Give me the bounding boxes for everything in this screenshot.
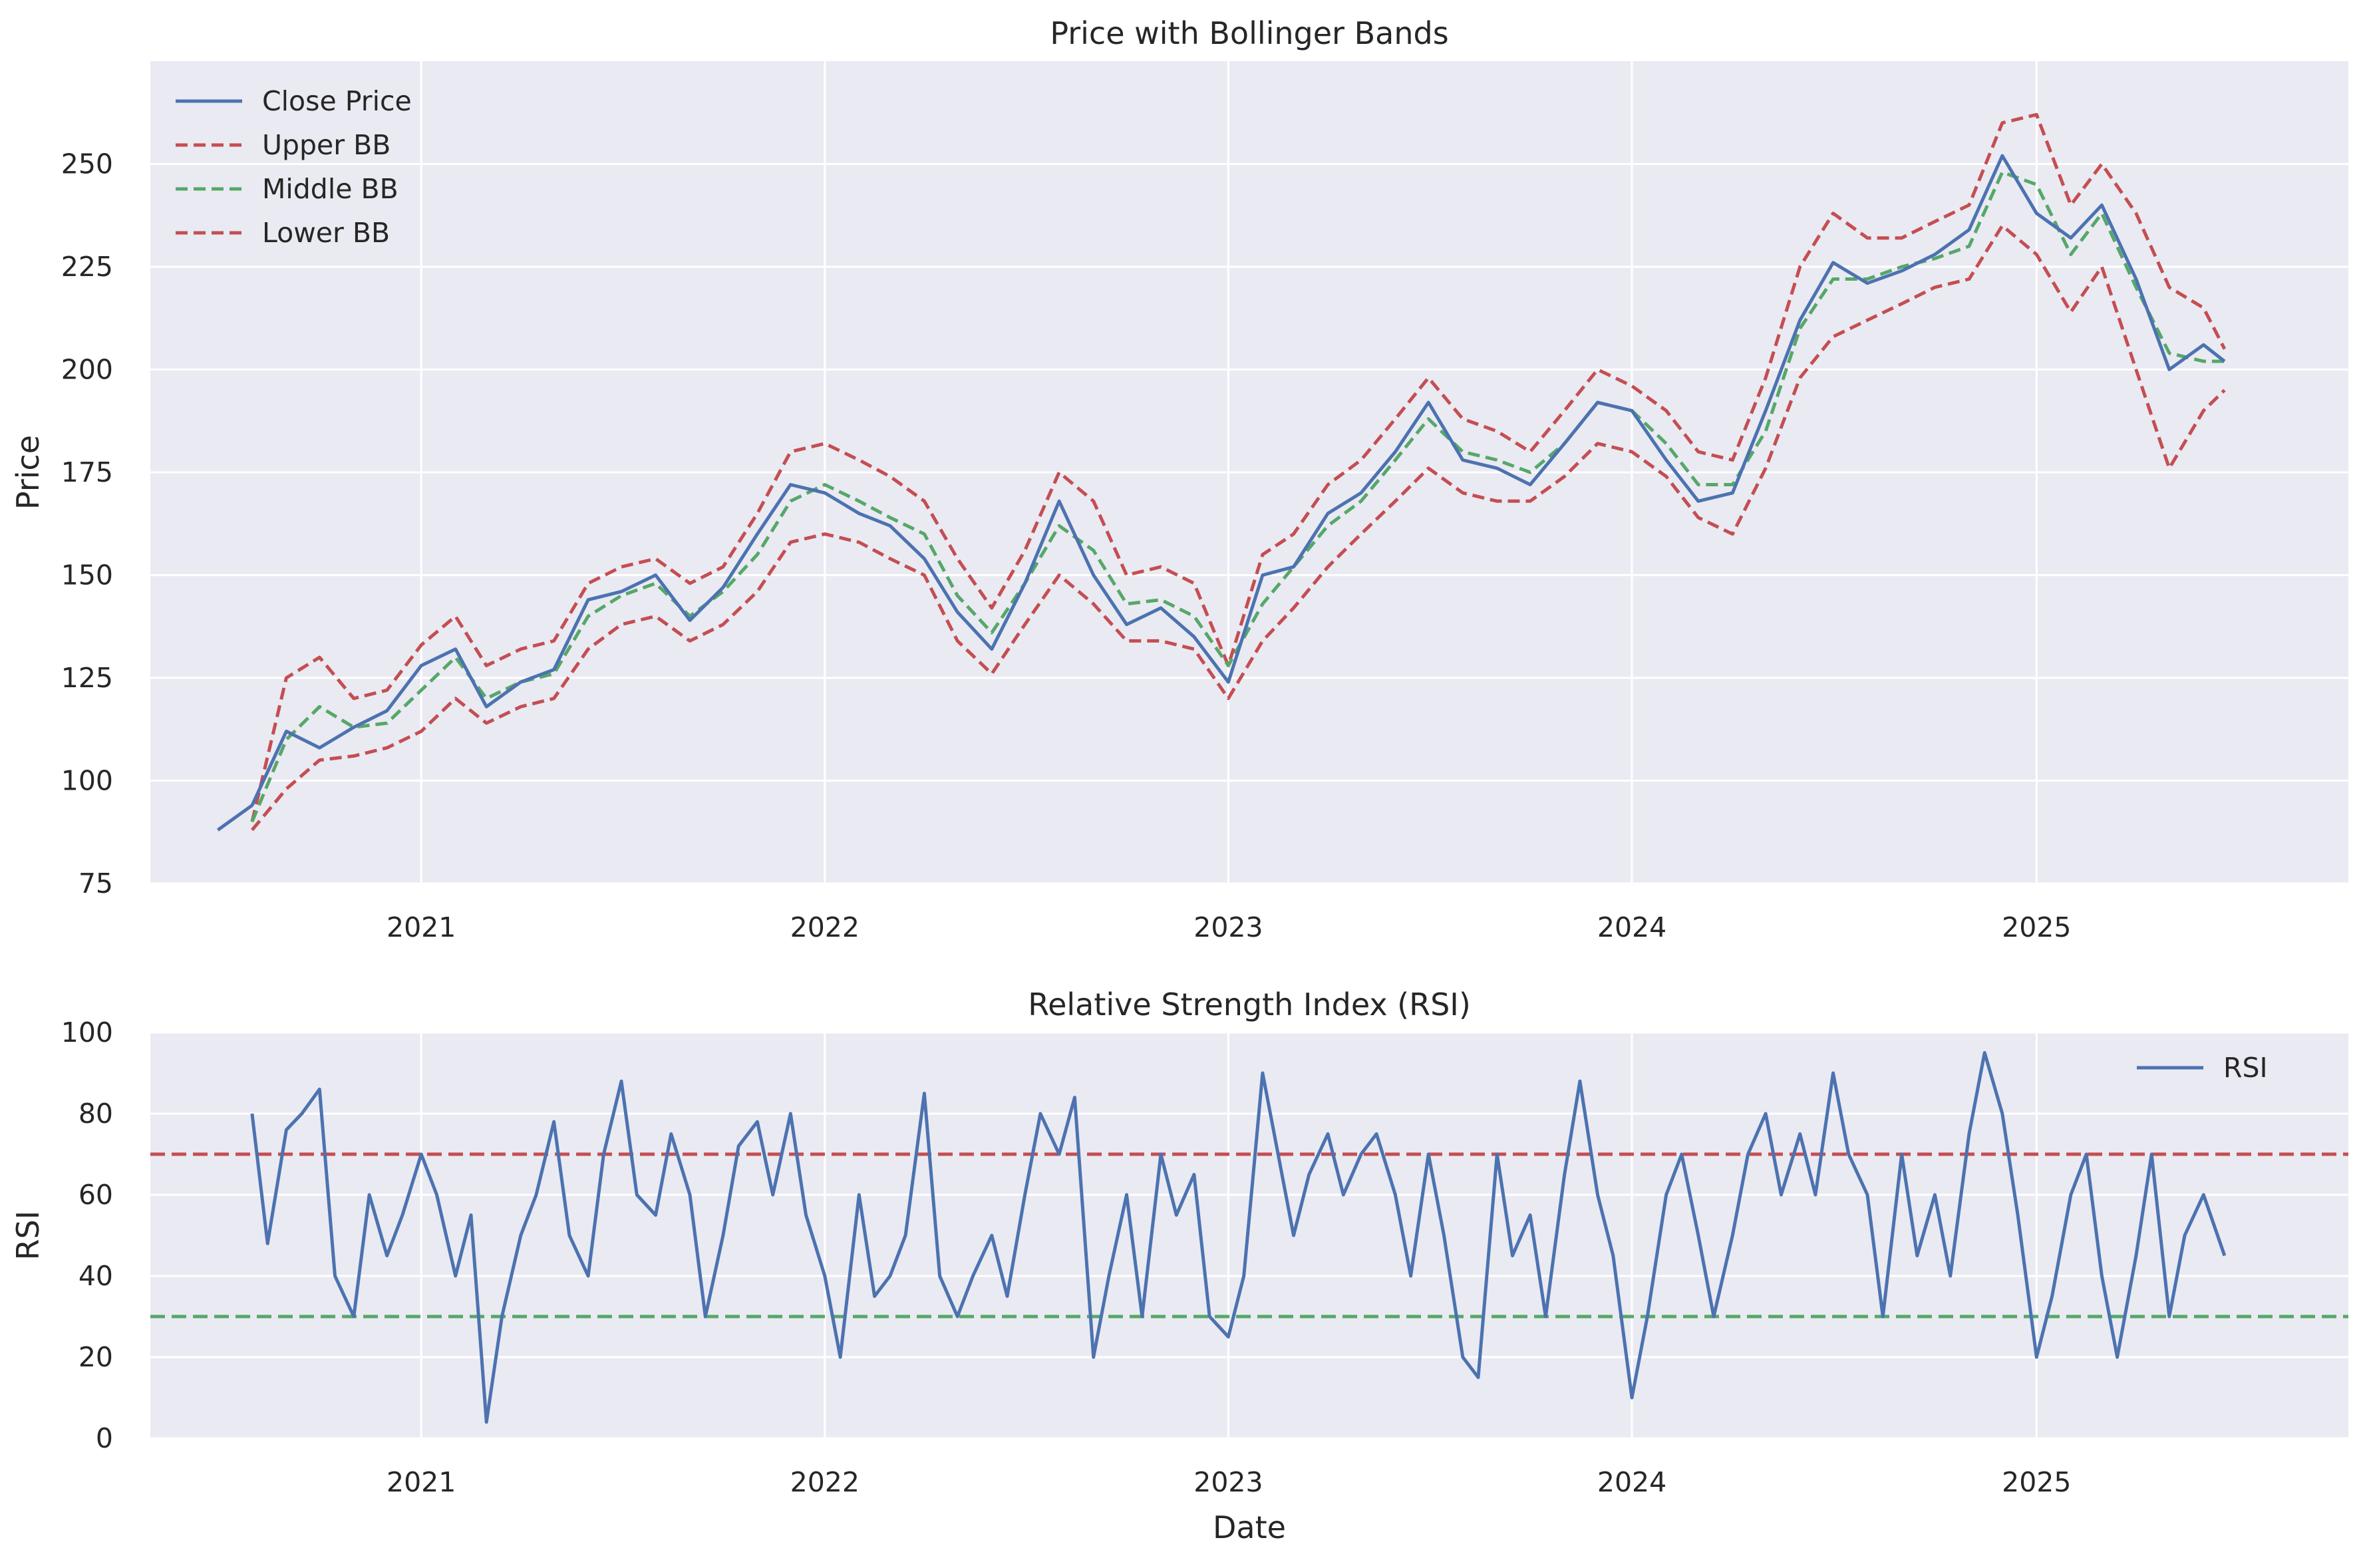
x-tick-label: 2024 [1597,1466,1666,1498]
rsi-x-axis-label: Date [1213,1509,1286,1545]
legend-label: RSI [2223,1052,2268,1084]
rsi-series [150,1051,2348,1424]
y-tick-label: 20 [79,1341,113,1373]
y-tick-label: 80 [79,1098,113,1130]
y-tick-label: 100 [61,1017,113,1048]
price-x-ticks: 2021 2022 2023 2024 2025 [387,911,2071,943]
x-tick-label: 2021 [387,911,456,943]
legend-label: Middle BB [262,173,398,205]
price-y-axis-label: Price [10,435,46,510]
y-tick-label: 60 [79,1179,113,1211]
y-tick-label: 40 [79,1260,113,1292]
y-tick-label: 250 [61,148,113,180]
rsi-plot-area [150,1032,2348,1438]
series-line-close-price [216,154,2226,832]
rsi-y-ticks: 0 20 40 60 80 100 [61,1017,113,1454]
price-y-ticks: 75 100 125 150 175 200 225 250 [61,148,113,900]
x-tick-label: 2022 [790,911,860,943]
y-tick-label: 0 [96,1422,113,1454]
x-tick-label: 2023 [1193,1466,1263,1498]
price-gridlines [150,61,2348,885]
y-tick-label: 75 [79,867,113,899]
price-panel: 75 100 125 150 175 200 225 250 2021 2022 2023 2024… [10,15,2348,943]
rsi-legend: RSI [2137,1052,2268,1084]
y-tick-label: 175 [61,456,113,488]
y-tick-label: 150 [61,559,113,591]
y-tick-label: 125 [61,662,113,694]
series-line-rsi [250,1051,2227,1424]
series-line-middle-bb [250,170,2225,823]
x-tick-label: 2024 [1597,911,1666,943]
x-tick-label: 2023 [1193,911,1263,943]
rsi-x-ticks: 2021 2022 2023 2024 2025 [387,1466,2071,1498]
price-legend: Close Price Upper BB Middle BB Lower BB [176,85,412,249]
rsi-gridlines [150,1031,2348,1440]
legend-label: Upper BB [262,129,391,161]
rsi-chart-title: Relative Strength Index (RSI) [1028,987,1471,1022]
x-tick-label: 2025 [2002,1466,2071,1498]
x-tick-label: 2022 [790,1466,860,1498]
price-chart-title: Price with Bollinger Bands [1050,15,1448,51]
legend-label: Lower BB [262,217,390,249]
x-tick-label: 2021 [387,1466,456,1498]
y-tick-label: 225 [61,251,113,283]
price-series [216,112,2227,832]
y-tick-label: 200 [61,354,113,386]
legend-label: Close Price [262,85,412,117]
x-tick-label: 2025 [2002,911,2071,943]
y-tick-label: 100 [61,765,113,797]
series-line-lower-bb [250,224,2226,832]
rsi-panel: 0 20 40 60 80 100 2021 2022 2023 2024 2025 Relati… [10,987,2348,1545]
rsi-y-axis-label: RSI [10,1211,46,1261]
series-line-upper-bb [250,112,2227,822]
